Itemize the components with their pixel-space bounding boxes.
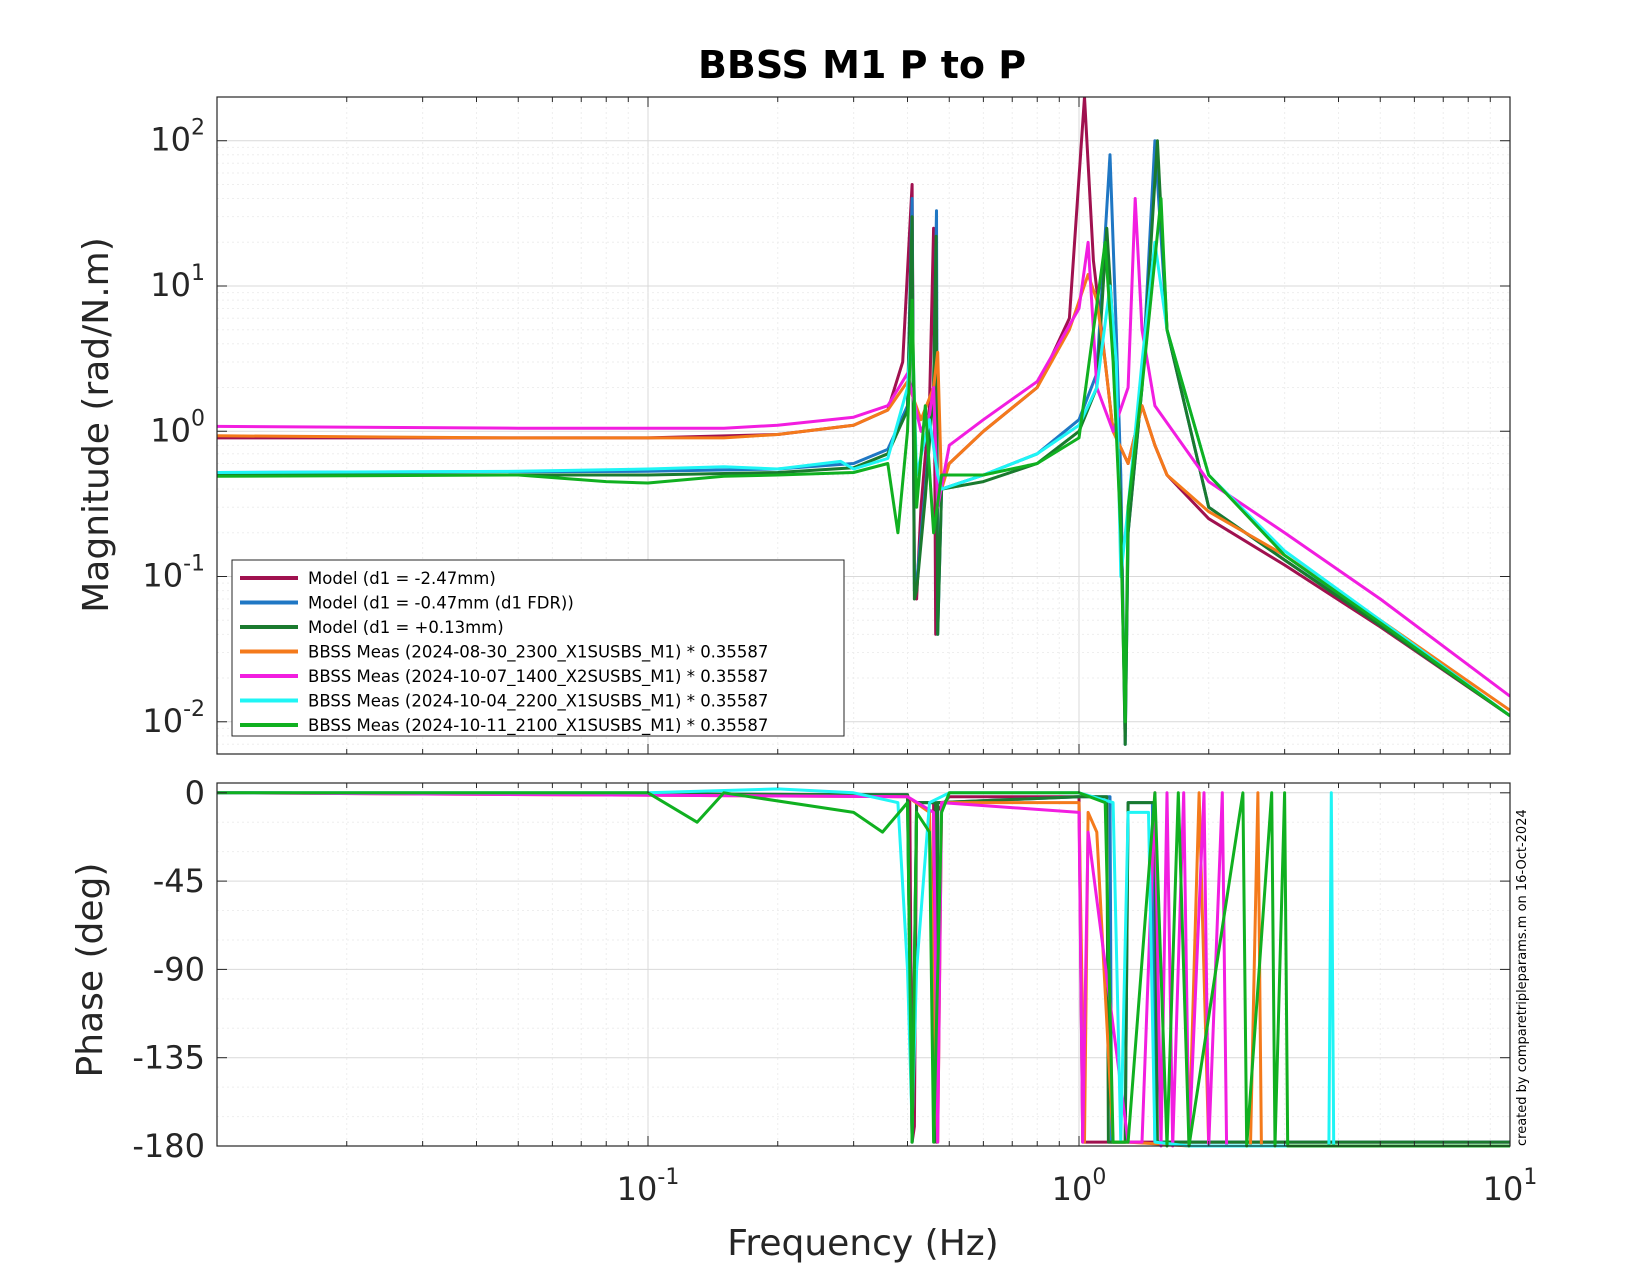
credit-text: created by comparetripleparams.m on 16-O…: [1515, 809, 1530, 1146]
magnitude-y-tick-label: 10-1: [142, 552, 205, 595]
magnitude-y-tick-label: 101: [150, 261, 205, 304]
phase-y-label: Phase (deg): [70, 863, 111, 1078]
phase-ticks: 0 -45 -90 -135 -180: [132, 774, 1510, 1165]
magnitude-y-tick-label: 100: [150, 406, 205, 449]
magnitude-y-tick-label: 10-2: [142, 697, 205, 740]
magnitude-series: [217, 97, 1510, 746]
magnitude-series-line-4: [217, 273, 1510, 712]
legend-label-3: Model (d1 = +0.13mm): [308, 618, 504, 637]
magnitude-series-line-3: [217, 139, 1510, 746]
legend-label-7: BBSS Meas (2024-10-11_2100_X1SUSBS_M1) *…: [308, 716, 768, 736]
phase-y-tick-label: 0: [185, 774, 205, 812]
phase-y-tick-label: -180: [132, 1127, 205, 1165]
x-axis-label: Frequency (Hz): [727, 1223, 998, 1264]
phase-y-tick-label: -45: [153, 862, 205, 900]
legend-label-2: Model (d1 = -0.47mm (d1 FDR)): [308, 594, 574, 613]
phase-y-tick-label: -135: [132, 1039, 205, 1077]
x-tick-labels: 10-1 100 101: [617, 1165, 1538, 1208]
phase-axes-box: [216, 782, 1511, 1147]
legend-label-1: Model (d1 = -2.47mm): [308, 569, 496, 588]
phase-series-line-7: [217, 791, 1510, 1148]
magnitude-axes-box: [216, 96, 1511, 755]
legend-items: Model (d1 = -2.47mm) Model (d1 = -0.47mm …: [240, 569, 768, 736]
x-tick-label: 101: [1483, 1165, 1538, 1208]
legend-box: [231, 559, 845, 737]
chart-title: BBSS M1 P to P: [698, 43, 1026, 87]
phase-y-tick-label: -90: [153, 950, 205, 988]
phase-grid: [216, 783, 1510, 1147]
magnitude-series-line-7: [217, 197, 1510, 724]
legend-label-5: BBSS Meas (2024-10-07_1400_X2SUSBS_M1) *…: [308, 667, 768, 687]
x-tick-label: 100: [1052, 1165, 1107, 1208]
magnitude-y-label: Magnitude (rad/N.m): [76, 237, 117, 613]
phase-plot: 0 -45 -90 -135 -180 Phase (deg): [70, 774, 1511, 1165]
magnitude-series-line-5: [217, 197, 1510, 698]
legend: Model (d1 = -2.47mm) Model (d1 = -0.47mm …: [231, 559, 845, 737]
magnitude-y-tick-label: 102: [150, 116, 205, 159]
legend-label-6: BBSS Meas (2024-10-04_2200_X1SUSBS_M1) *…: [308, 692, 768, 712]
phase-axes-background: [217, 783, 1510, 1146]
x-tick-label: 10-1: [617, 1165, 680, 1208]
magnitude-ticks: 10-2 10-1 100 101 102: [142, 97, 1510, 754]
legend-label-4: BBSS Meas (2024-08-30_2300_X1SUSBS_M1) *…: [308, 643, 768, 663]
